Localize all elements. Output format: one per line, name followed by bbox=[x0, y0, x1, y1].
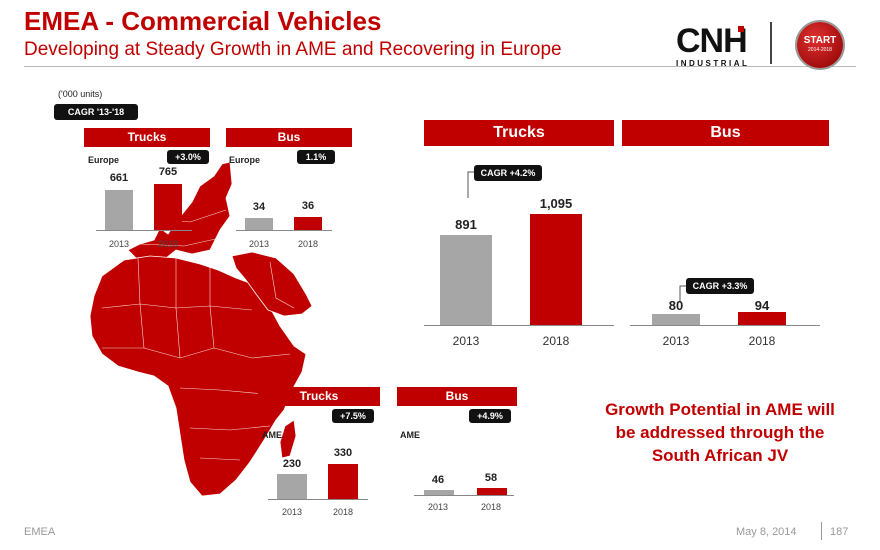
page-title: EMEA - Commercial Vehicles bbox=[24, 6, 382, 36]
logo-text: CNH bbox=[676, 22, 748, 60]
cnh-bus-axis bbox=[630, 325, 820, 326]
europe-trucks-region: Europe bbox=[88, 155, 120, 165]
cnh-industrial-logo: CNH INDUSTRIAL bbox=[676, 24, 749, 68]
header-divider bbox=[24, 66, 856, 67]
ame-trucks-header: Trucks bbox=[258, 387, 380, 406]
footer-section: EMEA bbox=[24, 526, 56, 538]
europe-bus-region: Europe bbox=[229, 155, 261, 165]
europe-trucks-bar-2013 bbox=[105, 190, 133, 230]
africa-shape bbox=[89, 255, 307, 497]
cnh-trucks-bar-2018 bbox=[530, 214, 582, 325]
europe-bus-cagr: 1.1% bbox=[297, 150, 335, 164]
europe-trucks-value-2013: 661 bbox=[109, 172, 129, 184]
logo-separator bbox=[770, 22, 772, 64]
ame-bus-value-2018: 58 bbox=[484, 472, 498, 484]
cnh-bus-bar-2013 bbox=[652, 314, 700, 325]
page-number: 187 bbox=[830, 526, 849, 538]
ame-bus-value-2013: 46 bbox=[431, 474, 445, 486]
ame-trucks-value-2018: 330 bbox=[333, 447, 353, 459]
cnh-trucks-year-2018: 2018 bbox=[542, 334, 570, 348]
europe-trucks-header: Trucks bbox=[84, 128, 210, 147]
ame-bus-bar-2018 bbox=[477, 488, 507, 495]
middle-east-shape bbox=[231, 251, 313, 317]
europe-bus-header: Bus bbox=[226, 128, 352, 147]
ame-bus-cagr: +4.9% bbox=[469, 409, 511, 423]
europe-bus-bar-2018 bbox=[294, 217, 322, 230]
europe-bus-value-2013: 34 bbox=[252, 201, 266, 213]
footer-separator bbox=[821, 522, 822, 540]
ame-bus-year-2018: 2018 bbox=[480, 502, 502, 512]
europe-bus-year-2013: 2013 bbox=[248, 239, 270, 249]
cnh-trucks-axis bbox=[424, 325, 614, 326]
cnh-bus-year-2018: 2018 bbox=[748, 334, 776, 348]
europe-trucks-year-2013: 2013 bbox=[108, 239, 130, 249]
ame-bus-bar-2013 bbox=[424, 490, 454, 495]
ame-bus-region: AME bbox=[400, 430, 420, 440]
cnh-bus-year-2013: 2013 bbox=[662, 334, 690, 348]
logo-accent bbox=[738, 26, 744, 32]
cnh-bus-value-2018: 94 bbox=[754, 298, 770, 313]
badge-line1: START bbox=[803, 35, 837, 46]
madagascar-shape bbox=[279, 419, 297, 459]
start-badge: START 2014-2018 bbox=[797, 22, 843, 68]
logo-subtext: INDUSTRIAL bbox=[676, 59, 750, 68]
ame-bus-header: Bus bbox=[397, 387, 517, 406]
ame-trucks-bar-2013 bbox=[277, 474, 307, 499]
cnh-trucks-value-2018: 1,095 bbox=[539, 196, 573, 211]
ame-trucks-region: AME bbox=[262, 430, 282, 440]
europe-trucks-year-2018: 2018 bbox=[157, 239, 179, 249]
europe-trucks-axis bbox=[96, 230, 192, 231]
europe-bus-year-2018: 2018 bbox=[297, 239, 319, 249]
ame-trucks-bar-2018 bbox=[328, 464, 358, 499]
europe-trucks-value-2018: 765 bbox=[158, 166, 178, 178]
europe-trucks-bar-2018 bbox=[154, 184, 182, 230]
cnh-bus-cagr: CAGR +3.3% bbox=[686, 278, 754, 294]
badge-line2: 2014-2018 bbox=[808, 47, 832, 53]
emea-map-image bbox=[89, 161, 313, 497]
units-note: ('000 units) bbox=[58, 89, 103, 99]
ame-trucks-value-2013: 230 bbox=[282, 458, 302, 470]
ame-trucks-year-2018: 2018 bbox=[332, 507, 354, 517]
europe-bus-axis bbox=[236, 230, 332, 231]
cnh-trucks-cagr: CAGR +4.2% bbox=[474, 165, 542, 181]
cnh-bus-bar-2018 bbox=[738, 312, 786, 325]
ame-bus-year-2013: 2013 bbox=[427, 502, 449, 512]
ame-trucks-year-2013: 2013 bbox=[281, 507, 303, 517]
cnh-trucks-year-2013: 2013 bbox=[452, 334, 480, 348]
ame-trucks-axis bbox=[268, 499, 368, 500]
cnh-trucks-value-2013: 891 bbox=[455, 217, 477, 232]
cnh-bus-header: Bus bbox=[622, 120, 829, 146]
europe-bus-value-2018: 36 bbox=[301, 200, 315, 212]
cagr-period-tag: CAGR '13-'18 bbox=[54, 104, 138, 120]
footer-date: May 8, 2014 bbox=[736, 526, 797, 538]
page-subtitle: Developing at Steady Growth in AME and R… bbox=[24, 39, 562, 60]
ame-trucks-cagr: +7.5% bbox=[332, 409, 374, 423]
cnh-bus-value-2013: 80 bbox=[668, 298, 684, 313]
europe-bus-bar-2013 bbox=[245, 218, 273, 230]
ame-bus-axis bbox=[414, 495, 514, 496]
europe-trucks-cagr: +3.0% bbox=[167, 150, 209, 164]
cnh-trucks-bar-2013 bbox=[440, 235, 492, 325]
growth-note: Growth Potential in AME will be addresse… bbox=[605, 400, 835, 465]
cnh-trucks-header: Trucks bbox=[424, 120, 614, 146]
country-borders bbox=[101, 209, 295, 461]
